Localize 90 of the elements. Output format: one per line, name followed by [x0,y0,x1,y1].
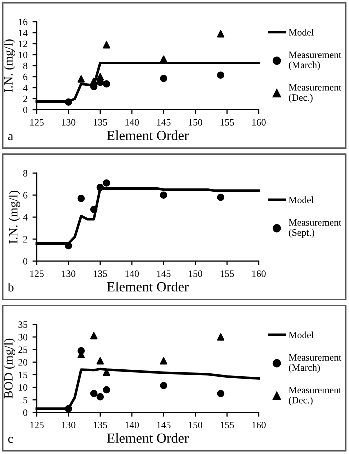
legend-label: Measurement (March) [288,52,342,70]
y-tick-label: 2 [24,96,28,102]
point [217,390,225,398]
x-tick-label: 145 [157,119,171,126]
point [65,98,72,106]
x-tick-label: 130 [62,270,76,278]
x-tick-label: 155 [220,119,234,126]
point [96,184,104,192]
point [90,390,98,398]
text: b [8,283,14,292]
point [65,242,72,250]
point [90,206,98,214]
point [78,76,86,83]
y-tick-label: 0 [23,258,28,265]
point [96,357,104,365]
point [217,194,225,202]
legend-label: Measurement (March) [288,354,342,374]
x-tick-label: 160 [252,270,266,278]
y-tick-label: 10 [19,52,28,58]
y-tick-label: 14 [19,30,28,36]
x-tick-label: 125 [30,270,44,278]
point [103,180,110,187]
y-tick-label: 25 [18,346,28,354]
point [65,405,72,413]
point [160,357,168,365]
y-tick-label: 4 [23,84,28,92]
x-tick-label: 130 [62,119,76,126]
legend-label: Model [288,332,314,339]
point [103,386,110,394]
x-tick-label: 145 [157,270,171,278]
y-tick-label: 0 [23,410,28,416]
point [78,194,86,202]
y-tick-label: 12 [19,40,28,48]
legend-label: Measurement (Dec.) [288,84,342,104]
x-tick-label: 135 [94,422,108,429]
y-tick-label: 6 [24,74,28,80]
y-tick-label: 5 [24,397,28,404]
y-tick-label: 16 [19,18,28,26]
x-tick-label: 150 [189,422,202,429]
y-tick-label: 6 [24,192,28,199]
point [217,72,225,79]
point [217,334,225,341]
point [103,368,110,376]
point [96,393,104,401]
y-tick-label: 8 [23,62,28,70]
y-tick-label: 2 [24,236,28,243]
y-tick-label: 10 [19,384,28,391]
legend-label: Measurement (Dec.) [288,387,342,406]
x-tick-label: 130 [62,422,76,429]
legend-label: Model [288,29,314,36]
x-tick-label: 135 [94,119,108,126]
y-tick-label: 0 [23,106,28,114]
x-tick-label: 140 [126,119,140,126]
point [96,73,104,81]
x-tick-label: 160 [252,422,266,429]
point [103,41,110,49]
x-tick-label: 125 [30,119,44,126]
point [160,192,168,199]
x-tick-label: 160 [252,119,266,126]
x-tick-label: 155 [220,422,234,429]
y-tick-label: 30 [18,334,28,341]
x-tick-label: 140 [126,270,140,278]
x-axis-title: Element Order [107,433,189,444]
x-tick-label: 150 [189,270,202,278]
point [217,30,225,38]
y-tick-label: 15 [19,372,28,378]
y-tick-label: 20 [18,359,28,366]
x-tick-label: 135 [94,270,108,278]
x-axis-title: Element Order [107,130,189,140]
point [103,80,110,88]
x-axis-title: Element Order [107,282,189,292]
x-tick-label: 140 [126,422,140,429]
y-tick-label: 8 [23,170,28,177]
y-axis-title: I.N. (mg/l) [4,40,16,92]
x-tick-label: 155 [220,270,234,278]
point [90,332,98,340]
point [160,382,168,390]
x-tick-label: 150 [189,119,202,126]
point [160,75,168,82]
text: a [8,134,14,140]
x-tick-label: 125 [30,422,44,429]
text: c [8,437,14,444]
y-tick-label: 35 [18,322,28,328]
x-tick-label: 145 [157,422,171,429]
y-tick-label: 4 [23,214,28,221]
point [90,78,98,86]
y-axis-title: BOD (mg/l) [4,338,16,399]
y-axis-title: I.N. (mg/l) [8,190,20,244]
legend-label: Measurement (Sept.) [288,219,342,238]
legend-label: Model [288,196,314,204]
